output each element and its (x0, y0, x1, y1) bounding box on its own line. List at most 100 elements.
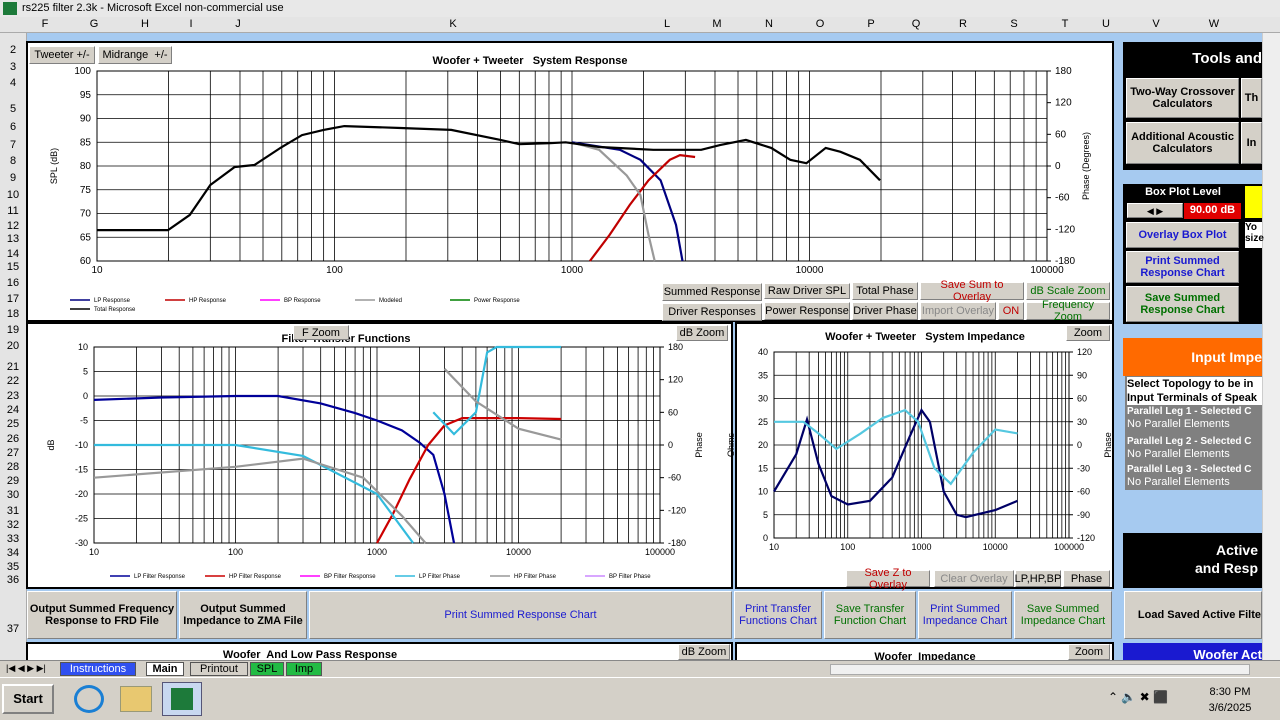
y2-tick-label: -120 (1055, 224, 1075, 235)
button[interactable]: Summed Response (662, 283, 762, 301)
button[interactable]: Print Summed Response Chart (1126, 251, 1239, 283)
sheet-tab[interactable]: Main (146, 662, 184, 676)
series-line (93, 368, 562, 544)
button[interactable]: Clear Overlay (934, 570, 1014, 587)
row-header: 11 (7, 205, 19, 217)
row-header: 4 (9, 77, 17, 89)
row-header: 7 (9, 139, 17, 151)
button[interactable]: Two-Way Crossover Calculators (1126, 78, 1239, 118)
button[interactable]: Total Phase (852, 282, 918, 300)
x-tick-label: 10 (91, 265, 103, 276)
y-tick-label: -5 (80, 416, 88, 426)
sheet-tab[interactable]: Instructions (60, 662, 136, 676)
y2-axis-label: Phase (1103, 432, 1113, 458)
button[interactable]: Midrange +/- (98, 46, 172, 64)
row-header: 33 (6, 533, 20, 545)
plot-border (773, 351, 1070, 539)
button[interactable]: Power Response (764, 302, 850, 320)
row-header: 14 (6, 248, 20, 260)
column-header: V (1152, 18, 1160, 30)
button[interactable]: Save Transfer Function Chart (824, 591, 916, 639)
series-line (773, 407, 1018, 519)
button[interactable]: Save Summed Response Chart (1126, 286, 1239, 322)
spinner[interactable]: ◀ ▶ (1127, 203, 1183, 218)
label: size (1245, 233, 1264, 244)
button[interactable]: Import Overlay (920, 302, 996, 320)
tab-nav[interactable]: |◀ ◀ ▶ ▶| (6, 663, 46, 673)
button[interactable]: Load Saved Active Filte (1124, 591, 1262, 639)
chart-title: Woofer And Low Pass Response (223, 649, 397, 660)
button[interactable]: Zoom (1068, 644, 1110, 660)
button[interactable]: LP,HP,BP (1015, 570, 1061, 587)
button[interactable]: Driver Responses (662, 303, 762, 321)
label: Parallel Leg 1 - Selected C (1127, 406, 1252, 417)
row-header: 35 (6, 561, 20, 573)
button[interactable]: F Zoom (293, 325, 349, 340)
y-tick-label: 95 (80, 90, 92, 101)
panel-header: Woofer Act (1123, 643, 1262, 660)
button[interactable]: Overlay Box Plot (1126, 222, 1239, 248)
button[interactable]: dB Scale Zoom (1026, 282, 1110, 300)
button[interactable]: dB Zoom (676, 325, 728, 341)
series-line (93, 394, 456, 544)
button[interactable]: Frequency Zoom (1026, 299, 1110, 323)
chart-frame (735, 322, 1114, 589)
row-header: 37 (6, 623, 20, 635)
column-header: N (765, 18, 773, 30)
button[interactable]: Th (1241, 78, 1262, 118)
y2-tick-label: 180 (1055, 66, 1072, 77)
scrollbar (1262, 33, 1280, 660)
start-button[interactable]: Start (2, 684, 54, 714)
legend-label: Total Response (94, 307, 136, 313)
y-tick-label: 5 (763, 510, 768, 520)
excel-icon (3, 2, 17, 15)
tray-icons: ⌃ 🔈 ✖ ⬛ (1108, 690, 1168, 704)
sheet-tab[interactable]: Printout (190, 662, 248, 676)
button[interactable]: Save Z to Overlay (846, 567, 930, 591)
button[interactable]: Raw Driver SPL (764, 283, 850, 299)
button[interactable]: Additional Acoustic Calculators (1126, 122, 1239, 164)
title-bar: rs225 filter 2.3k - Microsoft Excel non-… (0, 0, 1280, 17)
button[interactable]: Phase (1063, 570, 1110, 587)
button[interactable]: Zoom (1066, 325, 1110, 341)
date: 3/6/2025 (1208, 702, 1252, 714)
x-tick-label: 100000 (1030, 265, 1064, 276)
explorer-icon[interactable] (120, 686, 152, 712)
column-header: J (235, 18, 241, 30)
button[interactable]: ON (998, 302, 1024, 320)
button[interactable]: Tweeter +/- (29, 46, 95, 64)
x-tick-label: 10 (769, 542, 779, 552)
y2-axis-label: Phase (694, 432, 704, 458)
button[interactable]: Save Sum to Overlay (920, 279, 1024, 303)
button[interactable]: Output Summed Frequency Response to FRD … (27, 591, 177, 639)
button[interactable]: Print Summed Response Chart (309, 591, 732, 639)
button[interactable]: dB Zoom (678, 644, 730, 660)
button[interactable]: Driver Phase (852, 302, 918, 320)
button[interactable]: Output Summed Impedance to ZMA File (179, 591, 307, 639)
row-header: 20 (6, 340, 20, 352)
button[interactable]: Print Transfer Functions Chart (734, 591, 822, 639)
chart-frame (26, 642, 733, 660)
y2-tick-label: -90 (1077, 510, 1090, 520)
y2-tick-label: 30 (1077, 417, 1087, 427)
panel-header: Tools and (1192, 50, 1262, 67)
h-scrollbar (830, 664, 1250, 675)
row-header: 3 (9, 61, 17, 73)
sheet-tab[interactable]: Imp (286, 662, 322, 676)
column-header: I (189, 18, 193, 30)
sheet-tab[interactable]: SPL (250, 662, 284, 676)
y-tick-label: 100 (74, 66, 91, 77)
button[interactable]: Save Summed Impedance Chart (1014, 591, 1112, 639)
column-header: M (712, 18, 722, 30)
label: Yo (1245, 222, 1258, 233)
excel-taskbar-icon[interactable] (162, 682, 202, 716)
button[interactable]: In (1241, 122, 1262, 164)
row-header: 2 (9, 44, 17, 56)
time: 8:30 PM (1209, 686, 1251, 698)
ie-icon[interactable] (74, 685, 104, 713)
chart-title: Woofer + Tweeter System Impedance (825, 331, 1025, 343)
chart-frame (26, 41, 1114, 322)
button[interactable]: Print Summed Impedance Chart (918, 591, 1012, 639)
y-tick-label: 10 (758, 487, 768, 497)
